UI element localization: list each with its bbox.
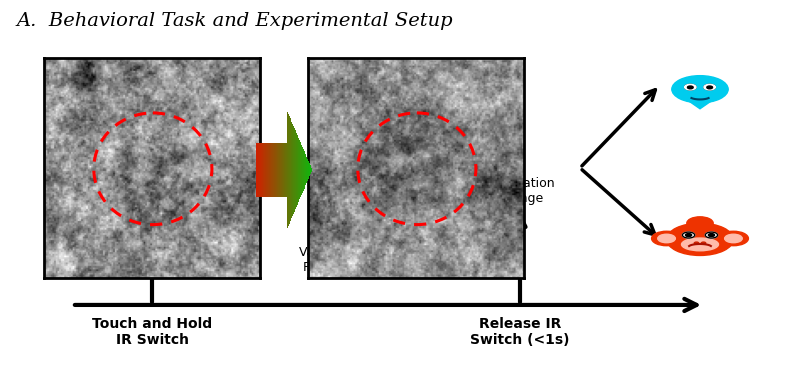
Text: Release IR
Switch (<1s): Release IR Switch (<1s) (470, 317, 570, 347)
Text: Gábor within
1/f noise: Gábor within 1/f noise (112, 176, 192, 205)
Circle shape (651, 231, 682, 245)
Circle shape (706, 232, 718, 238)
Circle shape (686, 234, 692, 237)
Circle shape (666, 223, 734, 256)
Circle shape (685, 85, 696, 90)
Circle shape (702, 242, 706, 244)
Polygon shape (672, 89, 728, 109)
Circle shape (707, 86, 713, 89)
Circle shape (686, 217, 714, 230)
Circle shape (708, 234, 714, 237)
Circle shape (725, 234, 742, 243)
Text: Orientation
change: Orientation change (485, 176, 555, 205)
Circle shape (672, 76, 728, 103)
Text: A.  Behavioral Task and Experimental Setup: A. Behavioral Task and Experimental Setu… (16, 12, 453, 30)
Circle shape (682, 232, 694, 238)
Circle shape (704, 85, 715, 90)
Circle shape (718, 231, 749, 245)
Text: Touch and Hold
IR Switch: Touch and Hold IR Switch (92, 317, 212, 347)
Text: Variable Delay
Period (1–3s): Variable Delay Period (1–3s) (298, 246, 390, 274)
Circle shape (694, 242, 698, 244)
Circle shape (687, 86, 693, 89)
Circle shape (658, 234, 675, 243)
Ellipse shape (682, 238, 718, 251)
